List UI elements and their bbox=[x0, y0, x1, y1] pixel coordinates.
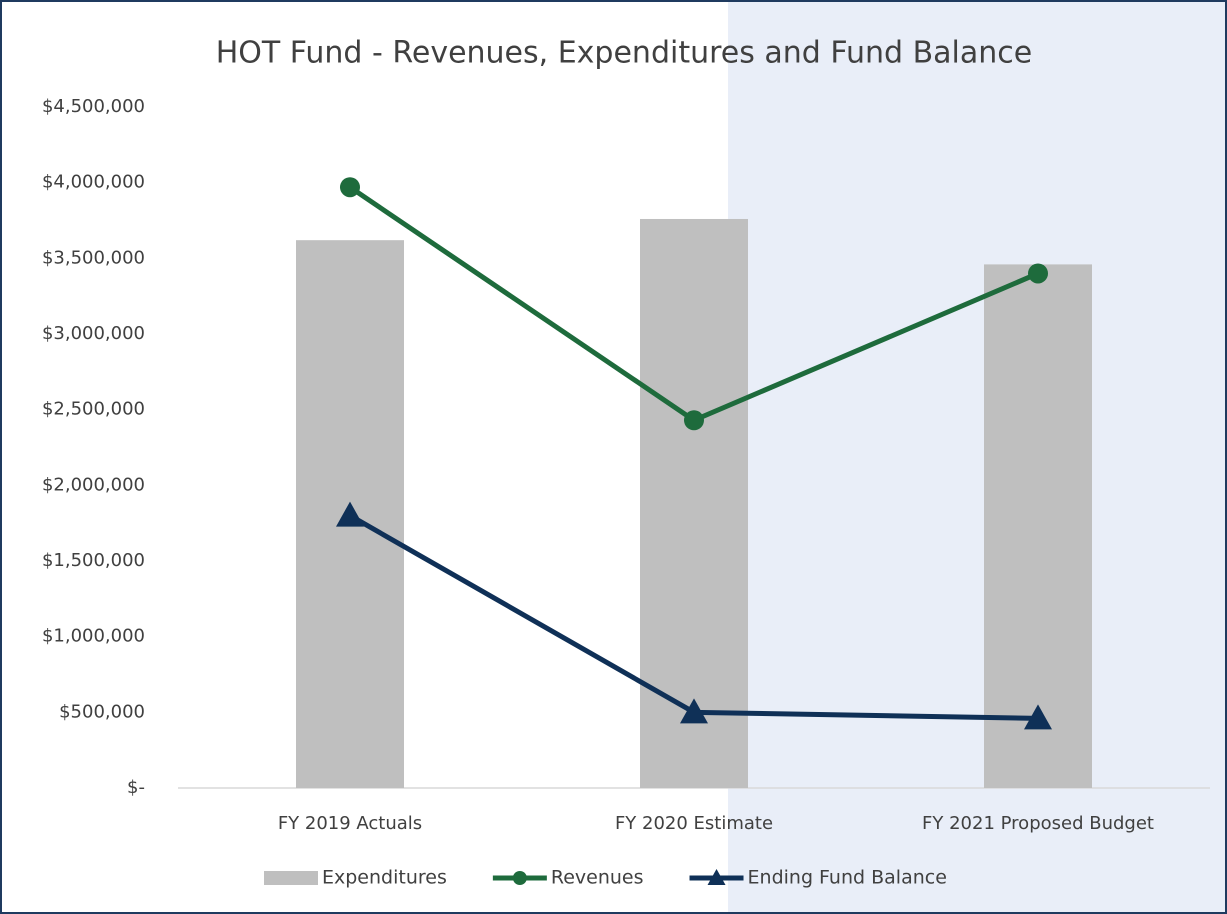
y-tick-label: $4,500,000 bbox=[42, 96, 145, 117]
legend-label: Expenditures bbox=[322, 867, 447, 889]
y-tick-label: $- bbox=[127, 777, 145, 798]
marker bbox=[336, 501, 364, 527]
legend-swatch bbox=[512, 871, 527, 885]
y-tick-label: $2,500,000 bbox=[42, 399, 145, 420]
marker bbox=[684, 410, 704, 431]
marker bbox=[1024, 704, 1052, 730]
background-panel bbox=[728, 0, 1227, 914]
legend-swatch bbox=[707, 869, 726, 885]
x-tick-label: FY 2020 Estimate bbox=[615, 813, 773, 834]
x-tick-label: FY 2019 Actuals bbox=[278, 813, 422, 834]
marker bbox=[680, 698, 708, 724]
y-tick-label: $1,000,000 bbox=[42, 626, 145, 647]
bar bbox=[984, 264, 1092, 788]
y-tick-label: $4,000,000 bbox=[42, 172, 145, 193]
y-tick-label: $3,500,000 bbox=[42, 247, 145, 268]
legend-label: Ending Fund Balance bbox=[748, 867, 947, 889]
legend-label: Revenues bbox=[551, 867, 644, 889]
y-tick-label: $500,000 bbox=[59, 701, 145, 722]
chart-title: HOT Fund - Revenues, Expenditures and Fu… bbox=[216, 36, 1033, 71]
x-tick-label: FY 2021 Proposed Budget bbox=[922, 813, 1154, 834]
y-tick-label: $1,500,000 bbox=[42, 550, 145, 571]
y-tick-label: $3,000,000 bbox=[42, 323, 145, 344]
marker bbox=[340, 177, 360, 198]
marker bbox=[1028, 263, 1048, 284]
legend-swatch bbox=[264, 871, 318, 885]
y-tick-label: $2,000,000 bbox=[42, 474, 145, 495]
